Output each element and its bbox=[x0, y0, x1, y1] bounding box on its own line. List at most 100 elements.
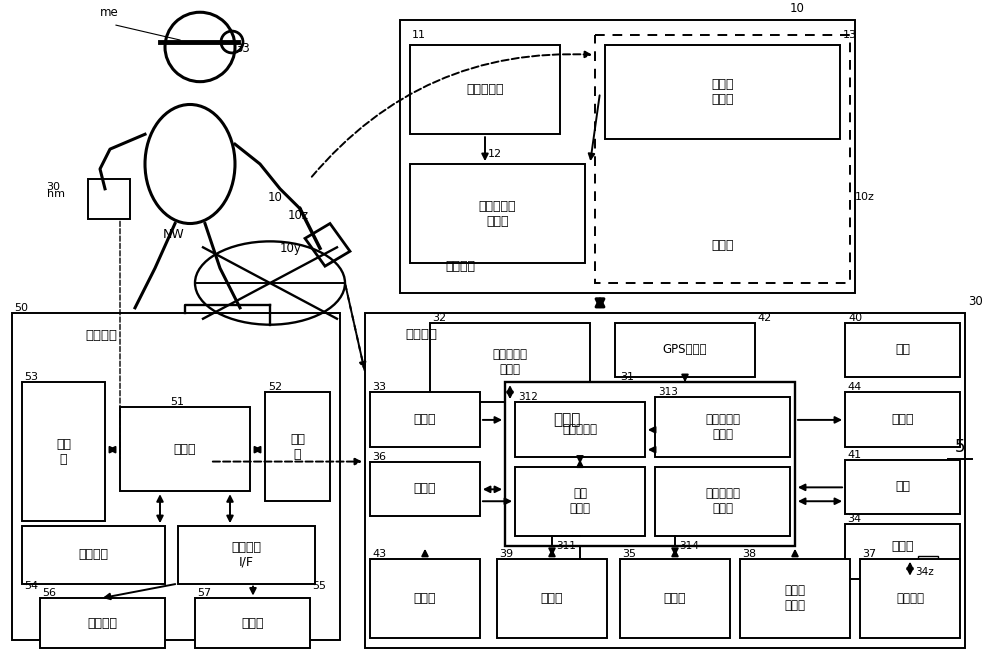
Text: 近距离无线
通信部: 近距离无线 通信部 bbox=[492, 349, 528, 376]
Bar bbox=[497, 559, 607, 638]
Text: 55: 55 bbox=[312, 581, 326, 590]
Bar bbox=[370, 392, 480, 447]
Bar bbox=[845, 460, 960, 514]
Bar bbox=[595, 35, 850, 283]
Text: 51: 51 bbox=[170, 397, 184, 407]
Text: 输入输出
I/F: 输入输出 I/F bbox=[232, 541, 262, 569]
Bar bbox=[845, 323, 960, 377]
Bar bbox=[740, 559, 850, 638]
Text: 40: 40 bbox=[848, 313, 862, 323]
Bar bbox=[918, 556, 938, 576]
Text: 33: 33 bbox=[235, 42, 250, 55]
Text: 云服务器: 云服务器 bbox=[85, 328, 117, 342]
Text: 存储
器: 存储 器 bbox=[56, 438, 71, 466]
Text: 5: 5 bbox=[955, 438, 965, 456]
Text: 10z: 10z bbox=[855, 192, 875, 202]
Bar bbox=[370, 559, 480, 638]
Text: 311: 311 bbox=[556, 541, 576, 551]
Text: 41: 41 bbox=[847, 449, 861, 460]
Text: 42: 42 bbox=[757, 313, 771, 323]
Text: 35: 35 bbox=[622, 549, 636, 559]
Text: 34z: 34z bbox=[915, 567, 934, 577]
Text: 314: 314 bbox=[679, 541, 699, 551]
Bar bbox=[265, 392, 330, 502]
Text: 38: 38 bbox=[742, 549, 756, 559]
Text: 13: 13 bbox=[843, 30, 857, 40]
Text: 12: 12 bbox=[488, 149, 502, 159]
Bar bbox=[365, 313, 965, 648]
Text: 312: 312 bbox=[518, 392, 538, 402]
Text: 近距离无线
通信部: 近距离无线 通信部 bbox=[479, 200, 516, 228]
Text: 声音收集部: 声音收集部 bbox=[466, 83, 504, 96]
Bar bbox=[88, 179, 130, 219]
Text: 存储装置: 存储装置 bbox=[78, 549, 108, 562]
Text: 传感器: 传感器 bbox=[541, 592, 563, 605]
Text: 通信
部: 通信 部 bbox=[290, 433, 305, 460]
Bar bbox=[430, 323, 590, 402]
Text: 52: 52 bbox=[268, 382, 282, 392]
Text: 输入装置: 输入装置 bbox=[88, 616, 118, 629]
Bar bbox=[120, 407, 250, 491]
Text: 录音控制部: 录音控制部 bbox=[562, 423, 598, 436]
Text: 34: 34 bbox=[847, 514, 861, 524]
Text: 10y: 10y bbox=[280, 242, 302, 255]
Bar bbox=[860, 559, 960, 638]
Text: 处理器: 处理器 bbox=[553, 412, 580, 427]
Text: 锤子头: 锤子头 bbox=[711, 239, 734, 252]
Text: 测试锤子: 测试锤子 bbox=[445, 260, 475, 273]
Text: me: me bbox=[100, 6, 119, 19]
Text: 终端装置: 终端装置 bbox=[405, 328, 437, 341]
Text: 麦克风: 麦克风 bbox=[414, 413, 436, 426]
Bar bbox=[410, 164, 585, 263]
Text: 存储器: 存储器 bbox=[664, 592, 686, 605]
Bar bbox=[12, 313, 340, 640]
Text: 触摸面板: 触摸面板 bbox=[896, 592, 924, 605]
Text: 10z: 10z bbox=[288, 208, 309, 221]
Text: 53: 53 bbox=[24, 372, 38, 382]
Bar bbox=[22, 526, 165, 584]
Bar bbox=[195, 598, 310, 648]
Text: 加速度
传感器: 加速度 传感器 bbox=[784, 584, 806, 613]
Text: 36: 36 bbox=[372, 452, 386, 462]
Text: hm: hm bbox=[47, 189, 65, 199]
Text: 监视器: 监视器 bbox=[241, 616, 264, 629]
Text: 37: 37 bbox=[862, 549, 876, 559]
Bar bbox=[400, 20, 855, 293]
Text: 33: 33 bbox=[372, 382, 386, 392]
Text: 10: 10 bbox=[790, 2, 805, 15]
Text: 终端加速度
获取部: 终端加速度 获取部 bbox=[705, 413, 740, 441]
Bar bbox=[370, 462, 480, 516]
Text: 30: 30 bbox=[46, 182, 60, 192]
Bar bbox=[655, 466, 790, 536]
Text: 11: 11 bbox=[412, 30, 426, 40]
Bar bbox=[605, 45, 840, 139]
Text: 处理器: 处理器 bbox=[174, 443, 196, 456]
Text: 44: 44 bbox=[847, 382, 861, 392]
Text: 50: 50 bbox=[14, 303, 28, 313]
Bar bbox=[655, 397, 790, 456]
Text: 扬声器: 扬声器 bbox=[891, 413, 914, 426]
Bar bbox=[40, 598, 165, 648]
Text: 照相机: 照相机 bbox=[414, 592, 436, 605]
Text: 敲打
判定部: 敲打 判定部 bbox=[570, 487, 590, 515]
Text: 313: 313 bbox=[658, 387, 678, 397]
Bar bbox=[615, 323, 755, 377]
Bar bbox=[845, 524, 960, 579]
Text: 10: 10 bbox=[268, 191, 283, 204]
Text: 30: 30 bbox=[968, 295, 983, 308]
Bar bbox=[515, 402, 645, 456]
Text: 43: 43 bbox=[372, 549, 386, 559]
Text: 通信部: 通信部 bbox=[414, 483, 436, 496]
Text: 按钮: 按钮 bbox=[895, 481, 910, 494]
Text: 32: 32 bbox=[432, 313, 446, 323]
Text: 记录部: 记录部 bbox=[891, 540, 914, 553]
Bar bbox=[515, 466, 645, 536]
Text: 39: 39 bbox=[499, 549, 513, 559]
Bar bbox=[505, 382, 795, 546]
Text: GPS接收器: GPS接收器 bbox=[663, 343, 707, 357]
Bar bbox=[22, 382, 105, 521]
Text: NW: NW bbox=[163, 229, 185, 242]
Text: 57: 57 bbox=[197, 588, 211, 598]
Text: 56: 56 bbox=[42, 588, 56, 598]
Text: 加速度
传感器: 加速度 传感器 bbox=[711, 78, 734, 106]
